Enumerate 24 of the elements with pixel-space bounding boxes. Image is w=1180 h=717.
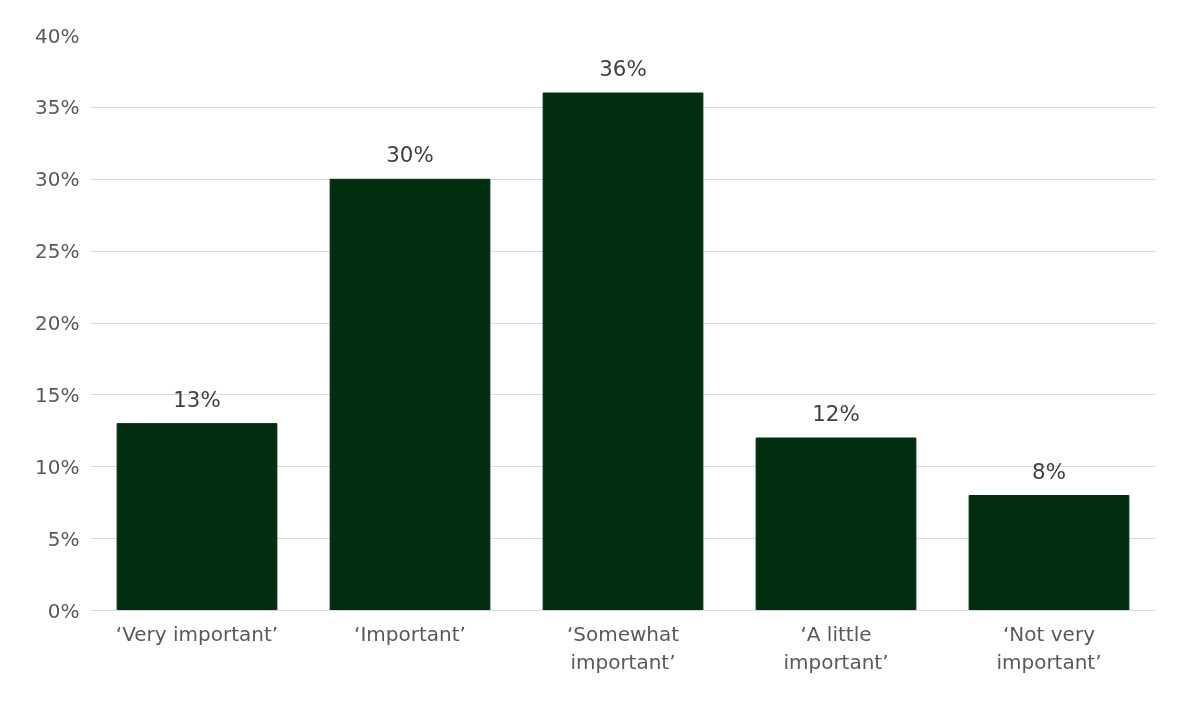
x-tick-label: ‘Not very important’ [996,621,1102,675]
bar [329,178,491,611]
y-tick-label: 35% [35,95,80,120]
x-tick-label: ‘Somewhat important’ [566,621,680,675]
y-tick-label: 15% [35,382,80,407]
data-label: 30% [386,142,434,168]
data-label: 8% [1032,458,1066,484]
y-tick-label: 40% [35,23,80,48]
bar [116,423,278,611]
y-tick-label: 25% [35,239,80,264]
bar [755,437,917,611]
y-tick-label: 0% [47,598,80,623]
y-tick-label: 10% [35,454,80,479]
x-tick-label: ‘Very important’ [115,621,279,646]
x-tick-label: ‘Important’ [354,621,466,646]
data-label: 12% [812,401,860,426]
y-tick-label: 5% [47,526,80,551]
bar [542,92,704,611]
y-tick-label: 20% [35,311,80,335]
data-label: 36% [599,56,647,81]
data-label: 13% [173,386,221,412]
bar [968,495,1130,611]
x-tick-label: ‘A little important’ [783,621,889,675]
y-tick-label: 30% [35,167,80,192]
